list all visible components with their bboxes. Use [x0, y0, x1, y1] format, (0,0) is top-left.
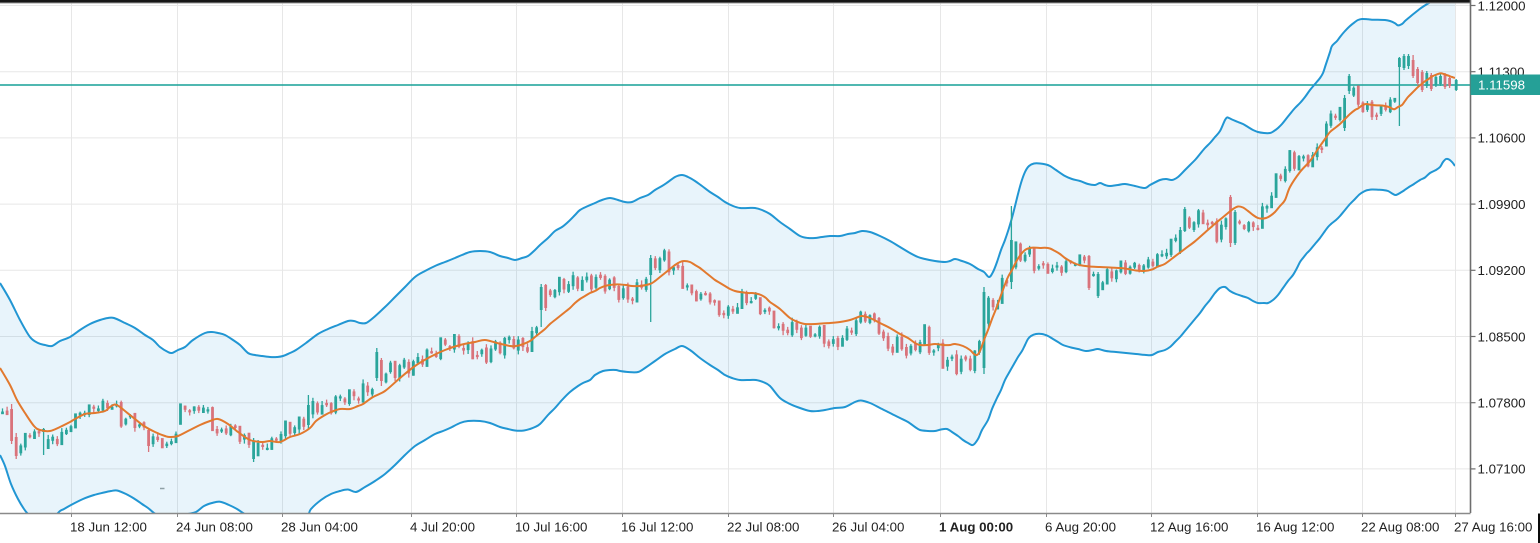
- svg-text:1.09900: 1.09900: [1478, 197, 1526, 212]
- svg-text:1.09200: 1.09200: [1478, 263, 1526, 278]
- svg-text:18 Jun 12:00: 18 Jun 12:00: [70, 520, 147, 535]
- svg-text:24 Jun 08:00: 24 Jun 08:00: [176, 520, 253, 535]
- svg-text:1.08500: 1.08500: [1478, 329, 1526, 344]
- svg-text:1.11598: 1.11598: [1478, 78, 1525, 93]
- svg-text:26 Jul 04:00: 26 Jul 04:00: [832, 520, 904, 535]
- svg-text:6 Aug 20:00: 6 Aug 20:00: [1045, 520, 1116, 535]
- svg-text:1.12000: 1.12000: [1478, 0, 1526, 13]
- svg-text:1.07800: 1.07800: [1478, 396, 1526, 411]
- svg-text:4 Jul 20:00: 4 Jul 20:00: [410, 520, 475, 535]
- svg-text:10 Jul 16:00: 10 Jul 16:00: [515, 520, 587, 535]
- svg-text:16 Aug 12:00: 16 Aug 12:00: [1256, 520, 1334, 535]
- svg-text:22 Aug 08:00: 22 Aug 08:00: [1361, 520, 1439, 535]
- svg-text:12 Aug 16:00: 12 Aug 16:00: [1150, 520, 1228, 535]
- svg-text:1 Aug 00:00: 1 Aug 00:00: [939, 520, 1013, 535]
- svg-text:1.07100: 1.07100: [1478, 462, 1526, 477]
- svg-text:1.10600: 1.10600: [1478, 131, 1526, 146]
- svg-text:22 Jul 08:00: 22 Jul 08:00: [727, 520, 799, 535]
- svg-text:28 Jun 04:00: 28 Jun 04:00: [281, 520, 358, 535]
- svg-text:16 Jul 12:00: 16 Jul 12:00: [621, 520, 693, 535]
- svg-text:27 Aug 16:00: 27 Aug 16:00: [1454, 520, 1532, 535]
